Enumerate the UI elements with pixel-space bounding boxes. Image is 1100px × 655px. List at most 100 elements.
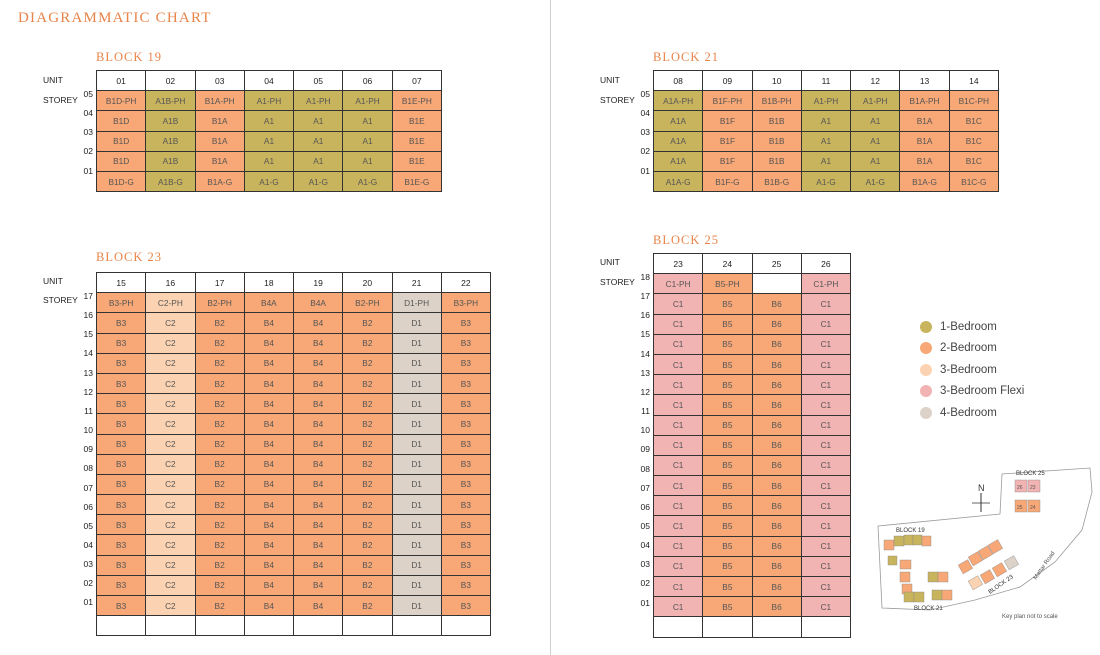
unit-cell: B3 <box>440 352 492 374</box>
unit-cell: B2 <box>342 594 393 617</box>
unit-cell: B2 <box>342 554 393 576</box>
unit-cell: A1 <box>800 150 852 172</box>
unit-cell: B3 <box>440 534 492 556</box>
unit-cell: B6 <box>751 495 802 517</box>
unit-cell: B4 <box>243 473 295 496</box>
storey-number: 11 <box>84 405 93 416</box>
unit-cell: B1B <box>751 130 802 152</box>
unit-cell: B4 <box>292 473 344 496</box>
block-21-grid: 08 09 10 11 12 13 14 A1A-PH B1F-PH B1B-PH A1-PH A1-… <box>652 69 1000 193</box>
storey-number: 04 <box>640 108 650 119</box>
storey-row: C1 B5 B6 C1 <box>652 515 852 537</box>
block-23-grid: 15 16 17 18 19 20 21 22 B3-PH C2-PH B2-PH B4A B4A B2-… <box>95 271 492 637</box>
unit-cell: D1 <box>391 574 442 597</box>
unit-cell: D1 <box>391 494 442 516</box>
block-21-unit-label: UNIT <box>600 75 620 85</box>
unit-cell: B1F <box>702 150 753 172</box>
legend-dot-icon <box>920 385 932 398</box>
storey-row: C1 B5 B6 C1 <box>652 475 852 497</box>
legend-item: 3-Bedroom Flexi <box>920 381 1024 403</box>
unit-cell: B3-PH <box>95 292 147 314</box>
unit-cell: B4 <box>243 332 295 354</box>
storey-row: C1 B5 B6 C1 <box>652 333 852 355</box>
unit-cell: B2 <box>194 554 245 576</box>
storey-number: 14 <box>640 348 650 359</box>
unit-cell: B5 <box>702 313 753 335</box>
unit-cell: A1B-G <box>145 170 196 193</box>
unit-cell: B4 <box>292 433 344 455</box>
unit-cell: C2 <box>145 534 196 556</box>
storey-row: B3 C2 B2 B4 B4 B2 D1 B3 <box>95 514 492 536</box>
unit-cell: C1 <box>652 353 704 376</box>
unit-cell: B3-PH <box>440 292 492 314</box>
unit-cell: B1D <box>95 130 147 152</box>
svg-text:23: 23 <box>1030 485 1036 491</box>
unit-cell: B6 <box>751 353 802 376</box>
unit-cell: B1A-PH <box>194 90 245 112</box>
unit-cell: C1 <box>652 374 704 396</box>
unit-cell: B4 <box>292 372 344 395</box>
storey-number: 03 <box>640 127 650 138</box>
unit-cell: B3 <box>95 453 147 475</box>
unit-cell: B5 <box>702 374 753 396</box>
unit-header-row: 08 09 10 11 12 13 14 <box>652 69 1000 92</box>
unit-cell: B6 <box>751 434 802 456</box>
storey-row: B3 C2 B2 B4 B4 B2 D1 B3 <box>95 594 492 617</box>
unit-cell: B4 <box>243 574 295 597</box>
legend-item: 4-Bedroom <box>920 402 1024 424</box>
unit-cell: A1-PH <box>800 90 852 112</box>
storey-number: 15 <box>83 329 93 340</box>
block-21-storey-label: STOREY <box>600 95 635 105</box>
unit-cell: C1 <box>800 333 852 355</box>
unit-cell: A1-PH <box>243 90 295 112</box>
unit-cell: B2 <box>194 372 245 395</box>
unit-cell: B2 <box>342 534 393 556</box>
unit-cell: C2 <box>145 352 196 374</box>
unit-cell: B6 <box>751 374 802 396</box>
unit-cell: B4 <box>243 554 295 576</box>
storey-number: 01 <box>83 165 93 176</box>
unit-cell: B4 <box>243 453 295 475</box>
unit-cell: A1A <box>652 130 704 152</box>
unit-cell: C1 <box>652 434 704 456</box>
unit-cell: B3 <box>440 332 492 354</box>
unit-cell: A1A <box>652 110 704 132</box>
unit-header: 15 <box>95 271 147 294</box>
unit-cell: D1 <box>391 534 442 556</box>
unit-cell: B3 <box>95 433 147 455</box>
legend-item: 3-Bedroom <box>920 359 1024 381</box>
legend-item: 1-Bedroom <box>920 316 1024 338</box>
unit-cell <box>800 616 852 638</box>
block-19-key-label: BLOCK 19 <box>896 528 925 534</box>
north-label: N <box>978 483 985 493</box>
unit-header: 14 <box>948 69 1000 92</box>
unit-cell: A1 <box>850 110 901 132</box>
unit-header: 16 <box>145 271 196 294</box>
unit-cell: B3 <box>95 393 147 415</box>
storey-row: B3 C2 B2 B4 B4 B2 D1 B3 <box>95 453 492 475</box>
unit-cell: C1 <box>800 374 852 396</box>
unit-cell: B2 <box>194 594 245 617</box>
unit-cell: C2 <box>145 554 196 576</box>
unit-cell: B4 <box>292 332 344 354</box>
storey-number: 05 <box>83 520 93 531</box>
block-19-title: BLOCK 19 <box>96 50 162 64</box>
unit-cell: B5 <box>702 535 753 557</box>
unit-cell: B2 <box>194 332 245 354</box>
unit-header: 06 <box>342 69 393 92</box>
unit-cell: A1-PH <box>850 90 901 112</box>
storey-number: 03 <box>83 559 93 570</box>
unit-cell: C1 <box>800 293 852 315</box>
storey-row: C1 B5 B6 C1 <box>652 454 852 477</box>
storey-row: B1D A1B B1A A1 A1 A1 B1E <box>95 150 443 172</box>
unit-cell: B1A <box>899 110 950 132</box>
block-19-storey-label: STOREY <box>43 95 78 105</box>
unit-cell: B5 <box>702 434 753 456</box>
unit-cell: B5 <box>702 575 753 598</box>
unit-header: 05 <box>293 69 344 92</box>
storey-row: B3 C2 B2 B4 B4 B2 D1 B3 <box>95 413 492 435</box>
unit-cell: C2 <box>145 473 196 496</box>
storey-number: 05 <box>640 89 650 99</box>
storey-row: C1 B5 B6 C1 <box>652 394 852 416</box>
storey-number: 17 <box>83 291 93 301</box>
